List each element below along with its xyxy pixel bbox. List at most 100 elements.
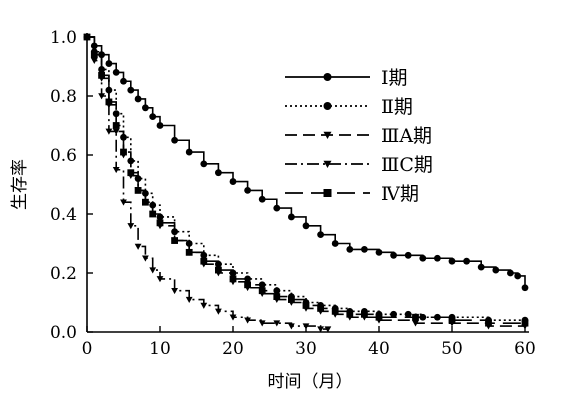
data-point [83,33,91,41]
data-point [375,313,383,321]
data-point [412,313,419,321]
data-point [171,237,178,244]
data-point [185,296,193,303]
data-point [302,302,310,309]
series-4 [83,34,332,333]
legend-label: ⅢA期 [381,125,432,147]
data-point [127,169,135,177]
data-point [244,317,251,324]
data-point [419,313,427,321]
data-point [229,178,237,185]
legend-item: Ⅳ期 [285,183,419,205]
y-tick-label: 0.2 [50,264,77,284]
data-point [112,69,120,76]
data-point [258,320,266,327]
y-tick-label: 0.0 [50,323,77,343]
data-point [302,222,310,230]
series-line [87,36,328,330]
data-point [149,201,157,209]
legend-item: Ⅰ期 [285,67,408,89]
data-point [477,263,485,271]
x-tick-label: 20 [222,339,244,359]
data-point [127,223,135,230]
data-point [492,266,500,274]
series-line [87,36,525,327]
data-point [521,284,529,292]
series-line [87,36,526,288]
legend-label: ⅢC期 [381,154,433,176]
data-point [419,254,427,262]
data-point [434,254,441,262]
x-tick-label: 10 [149,339,171,359]
data-point [149,267,157,274]
legend-item: Ⅱ期 [285,96,413,118]
data-point [134,95,142,103]
legend-item: ⅢC期 [285,154,433,176]
data-point [514,272,522,280]
data-point [185,248,193,256]
data-point [105,98,113,106]
data-point [390,310,397,318]
data-point [134,243,142,250]
x-tick-label: 30 [295,339,317,359]
data-point [323,131,332,139]
legend-label: Ⅰ期 [381,67,408,89]
series-5 [83,33,529,327]
data-point [288,296,295,303]
series-line [87,36,525,324]
data-point [98,93,105,100]
data-point [120,199,127,206]
data-point [258,287,266,295]
data-point [171,228,179,236]
data-point [323,73,332,81]
legend: Ⅰ期 Ⅱ期 ⅢA期 ⅢC期 Ⅳ期 [285,67,433,205]
y-tick-label: 0.4 [50,205,77,225]
axis-ticks: 0 10 20 30 40 50 60 0.0 0.2 0.4 0.6 0.8 1.0 [50,28,536,359]
data-point [485,319,492,327]
data-point [361,246,368,253]
data-point [156,122,164,129]
data-point [288,323,295,330]
data-point [90,57,98,64]
data-point [229,314,237,321]
y-axis-title: 生存率 [10,159,30,210]
data-point [521,319,529,327]
data-point [215,308,222,315]
data-point [302,323,310,330]
data-point [127,86,135,94]
data-point [375,248,383,256]
data-point [448,316,456,324]
data-point [324,326,332,333]
data-point [323,160,332,168]
data-point [120,148,127,156]
data-point [156,276,164,283]
data-point [463,257,470,265]
x-axis-title: 时间（月） [268,372,353,392]
data-point [273,320,281,327]
data-point [346,310,354,318]
y-tick-label: 0.6 [50,146,77,166]
data-point [448,257,456,265]
data-point [507,269,514,277]
data-point [215,260,222,268]
data-point [273,293,281,300]
data-point [200,302,208,309]
data-point [142,198,149,206]
data-point [288,213,295,221]
series-line [87,36,525,321]
data-point [185,148,193,156]
data-point [215,266,222,274]
data-point [200,257,208,265]
series-1 [83,33,529,292]
data-point [404,251,412,259]
data-point [273,204,281,212]
legend-item: ⅢA期 [285,125,432,147]
data-point [317,231,324,239]
data-point [331,240,339,247]
data-point [317,326,324,333]
data-point [323,102,332,110]
x-tick-label: 50 [441,339,463,359]
data-point [112,167,120,174]
data-point [98,71,105,79]
data-point [317,305,324,312]
